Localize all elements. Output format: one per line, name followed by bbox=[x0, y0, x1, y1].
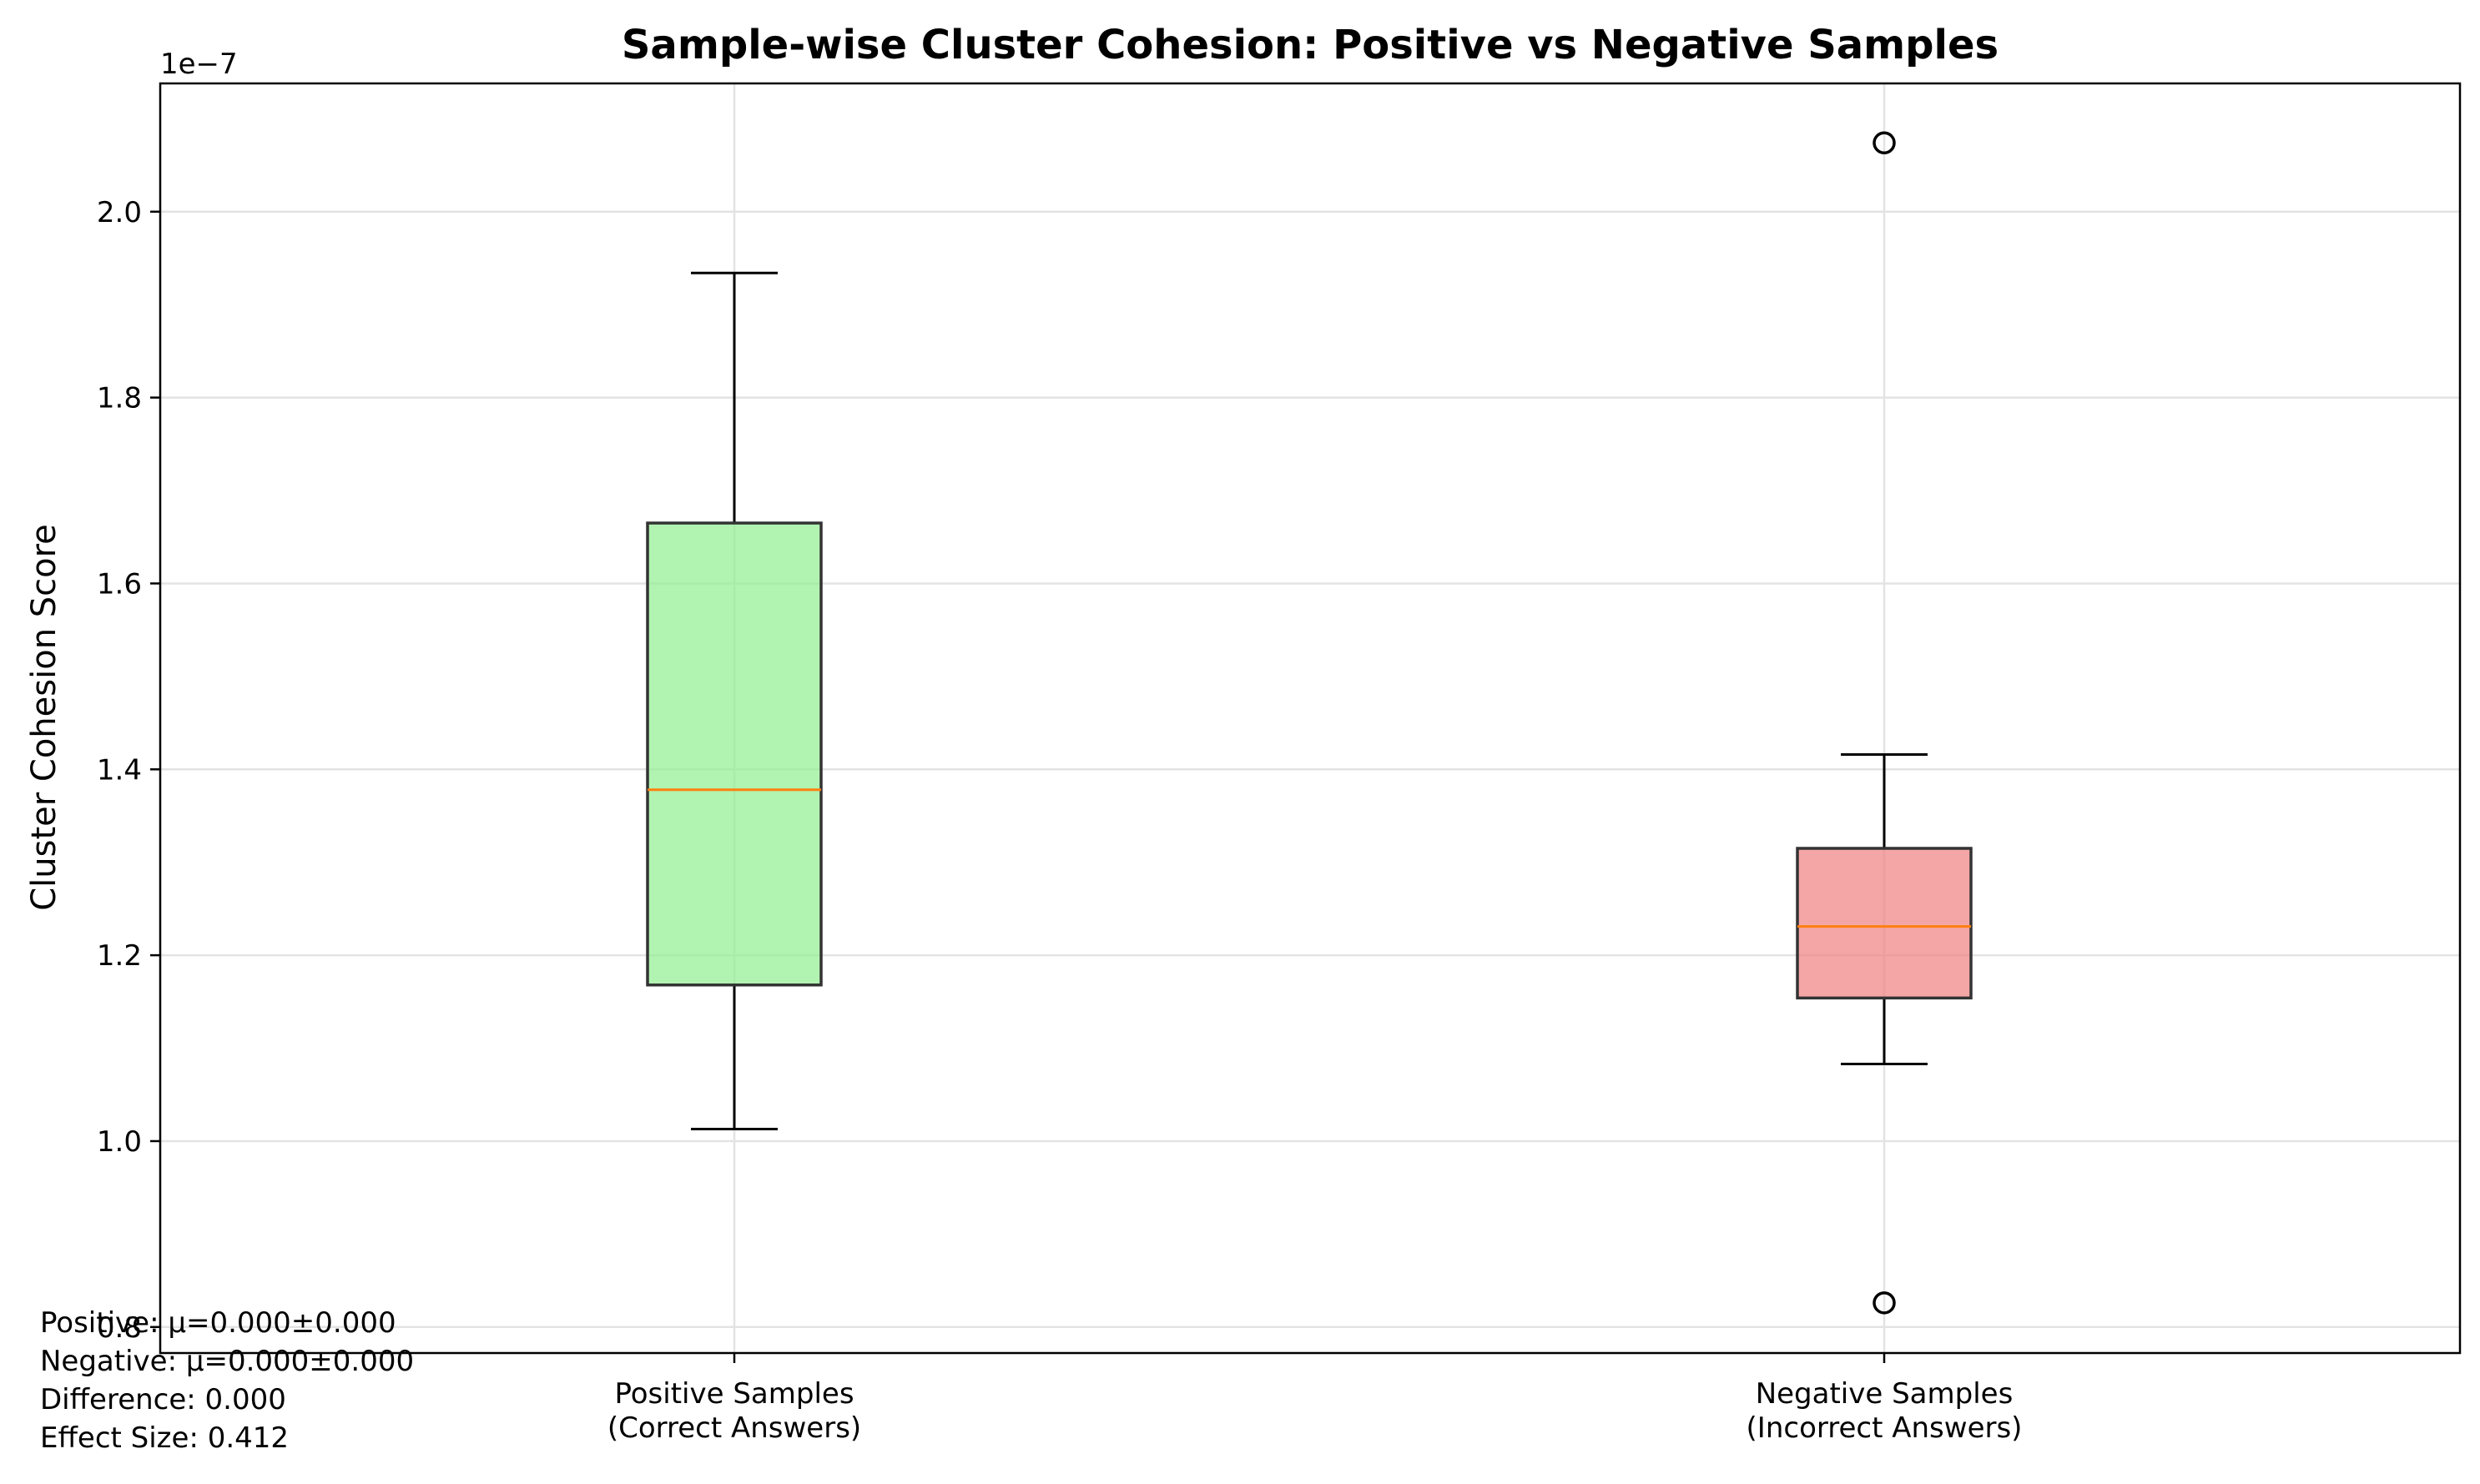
box-iqr bbox=[1796, 847, 1973, 1000]
y-tick-label: 1.2 bbox=[97, 939, 142, 973]
plot-frame bbox=[159, 82, 2462, 1355]
y-tick-label: 0.8 bbox=[97, 1311, 142, 1345]
box-iqr bbox=[646, 521, 823, 987]
outlier-point bbox=[1873, 131, 1896, 155]
y-offset-label: 1e−7 bbox=[160, 48, 238, 81]
y-tick-label: 1.0 bbox=[97, 1125, 142, 1159]
x-tick-label-sub: (Correct Answers) bbox=[607, 1411, 861, 1445]
grid-lines bbox=[160, 83, 2460, 1353]
y-axis-label: Cluster Cohesion Score bbox=[25, 524, 63, 911]
stats-effect-size: Effect Size: 0.412 bbox=[40, 1421, 290, 1455]
x-tick-label: Positive Samples bbox=[614, 1377, 854, 1411]
y-ticks: 0.8 1.0 1.2 1.4 1.6 1.8 2.0 bbox=[97, 196, 160, 1345]
y-tick-label: 2.0 bbox=[97, 196, 142, 229]
x-ticks: Positive Samples(Correct Answers) Negativ… bbox=[607, 1353, 2023, 1445]
y-tick-label: 1.6 bbox=[97, 567, 142, 601]
y-tick-label: 1.4 bbox=[97, 753, 142, 787]
chart-title: Sample-wise Cluster Cohesion: Positive v… bbox=[622, 22, 1999, 68]
stats-negative: Negative: μ=0.000±0.000 bbox=[40, 1345, 415, 1378]
stats-difference: Difference: 0.000 bbox=[40, 1383, 286, 1416]
outlier-point bbox=[1873, 1291, 1896, 1315]
stats-annotation: Positive: μ=0.000±0.000 Negative: μ=0.00… bbox=[40, 1304, 414, 1457]
x-tick-label-sub: (Incorrect Answers) bbox=[1747, 1411, 2023, 1445]
stats-positive: Positive: μ=0.000±0.000 bbox=[40, 1306, 396, 1340]
boxes bbox=[646, 131, 1973, 1315]
y-tick-label: 1.8 bbox=[97, 382, 142, 415]
x-tick-label: Negative Samples bbox=[1756, 1377, 2014, 1411]
